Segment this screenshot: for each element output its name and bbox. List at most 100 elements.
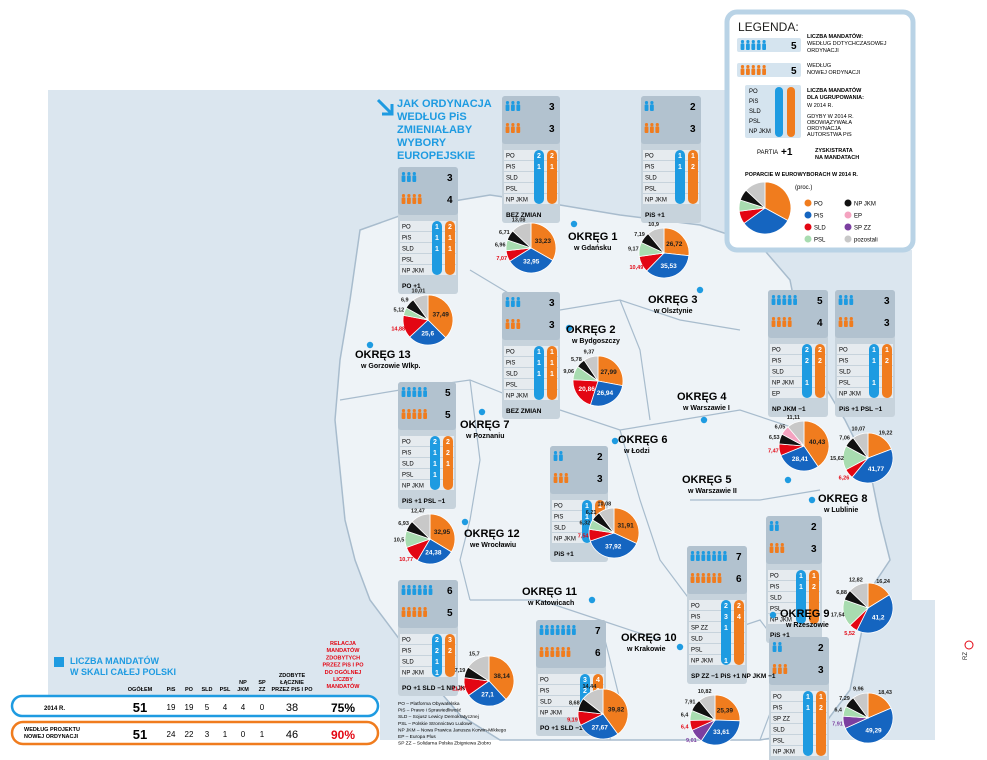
party-row xyxy=(689,622,745,632)
seats-new-value: 4 xyxy=(737,614,741,621)
pie-value-label: 10,49 xyxy=(630,265,644,271)
legend-new-line: NOWEJ ORDYNACJI xyxy=(807,70,861,76)
pie-slice xyxy=(509,247,554,274)
person-head xyxy=(740,65,745,69)
person-icon xyxy=(644,123,649,133)
seat-change: BEZ ZMIAN xyxy=(506,212,542,219)
seats-old-value: 2 xyxy=(805,358,809,365)
party-label: PO xyxy=(770,574,779,580)
person-icon xyxy=(412,194,417,204)
person-body xyxy=(849,320,854,327)
person-head xyxy=(539,647,544,651)
pie-value-label: 16,24 xyxy=(876,579,891,585)
person-icon xyxy=(701,573,706,583)
person-head xyxy=(566,647,571,651)
party-label: PiS xyxy=(554,515,563,521)
person-icon xyxy=(780,543,785,553)
seats-old-value: 1 xyxy=(805,380,809,387)
pie-value-label: 5,12 xyxy=(393,307,404,313)
person-head xyxy=(550,625,554,629)
pie-value-label: 7,29 xyxy=(839,696,850,702)
party-row xyxy=(771,713,827,723)
person-icon xyxy=(539,625,544,635)
summary-value: 4 xyxy=(241,703,246,712)
person-icon xyxy=(505,319,510,329)
person-head xyxy=(553,473,558,477)
pie-slice xyxy=(427,294,454,339)
seats-old-count: 2 xyxy=(597,452,603,463)
person-icon xyxy=(412,607,417,617)
pie-value-label: 10,77 xyxy=(399,557,413,563)
party-label: PO xyxy=(839,348,848,354)
person-icon xyxy=(407,387,411,397)
person-head xyxy=(650,123,654,127)
summary-value: 19 xyxy=(185,703,194,712)
person-body xyxy=(740,68,745,75)
legend-party-label: PiS xyxy=(749,99,758,105)
person-body xyxy=(775,524,779,531)
summary-row-label: 2014 R. xyxy=(44,706,65,712)
pie-value-label: 13,08 xyxy=(512,218,526,224)
person-icon xyxy=(423,607,427,617)
person-head xyxy=(707,573,711,577)
title-line: ZMIENIAŁABY xyxy=(397,124,473,136)
person-head xyxy=(701,551,705,555)
person-icon xyxy=(417,409,422,419)
person-icon xyxy=(690,573,695,583)
person-head xyxy=(717,551,722,555)
person-head xyxy=(771,317,776,321)
seats-new-value: 2 xyxy=(818,347,822,354)
party-label: NP JKM xyxy=(402,484,424,490)
person-head xyxy=(418,607,422,611)
pie-slice xyxy=(787,420,805,448)
seats-old-value: 2 xyxy=(435,648,439,655)
party-label: EP xyxy=(772,392,780,398)
seats-new-value: 1 xyxy=(448,235,452,242)
seats-old-value: 1 xyxy=(537,164,541,171)
pie-value-label: 33,23 xyxy=(535,238,552,245)
party-label: NP JKM xyxy=(554,537,576,543)
person-body xyxy=(650,104,654,111)
person-icon xyxy=(849,295,854,305)
party-label: PiS xyxy=(402,649,411,655)
person-icon xyxy=(559,451,563,461)
seats-new-value: 2 xyxy=(550,153,554,160)
person-body xyxy=(505,322,510,329)
party-label: PO xyxy=(506,350,515,356)
legend-new-count: 5 xyxy=(791,66,797,77)
person-head xyxy=(407,409,411,413)
summary-title: W SKALI CAŁEJ POLSKI xyxy=(70,667,176,677)
footnote-line: EP – Europa Plus xyxy=(398,734,436,740)
person-body xyxy=(717,554,722,561)
seats-old-value: 2 xyxy=(537,153,541,160)
party-row xyxy=(770,377,826,387)
person-body xyxy=(740,43,745,50)
footnote-line: SLD – Sojusz Lewicy Demokratycznej xyxy=(398,714,479,720)
district-city: w Olsztynie xyxy=(653,308,693,315)
person-icon xyxy=(412,172,417,182)
pie-value-label: 25,39 xyxy=(717,707,734,714)
district-dot xyxy=(366,341,374,349)
district-city: w Poznaniu xyxy=(465,433,505,440)
title-line: WYBORY xyxy=(397,137,447,149)
person-body xyxy=(717,576,722,583)
party-row xyxy=(768,592,820,602)
seats-new-value: 2 xyxy=(737,603,741,610)
person-body xyxy=(751,43,756,50)
seats-bar-new xyxy=(445,221,455,275)
party-row xyxy=(400,232,456,242)
pie-slice xyxy=(589,532,638,559)
person-body xyxy=(412,175,417,182)
party-row xyxy=(538,685,604,695)
person-body xyxy=(550,650,555,657)
pie-value-label: 7,19 xyxy=(455,668,466,674)
party-label: PO xyxy=(645,154,654,160)
person-icon xyxy=(401,387,406,397)
person-icon xyxy=(771,317,776,327)
seats-old-value: 2 xyxy=(435,637,439,644)
party-row xyxy=(400,656,456,666)
person-head xyxy=(412,194,416,198)
district-name: OKRĘG 4 xyxy=(677,391,727,403)
